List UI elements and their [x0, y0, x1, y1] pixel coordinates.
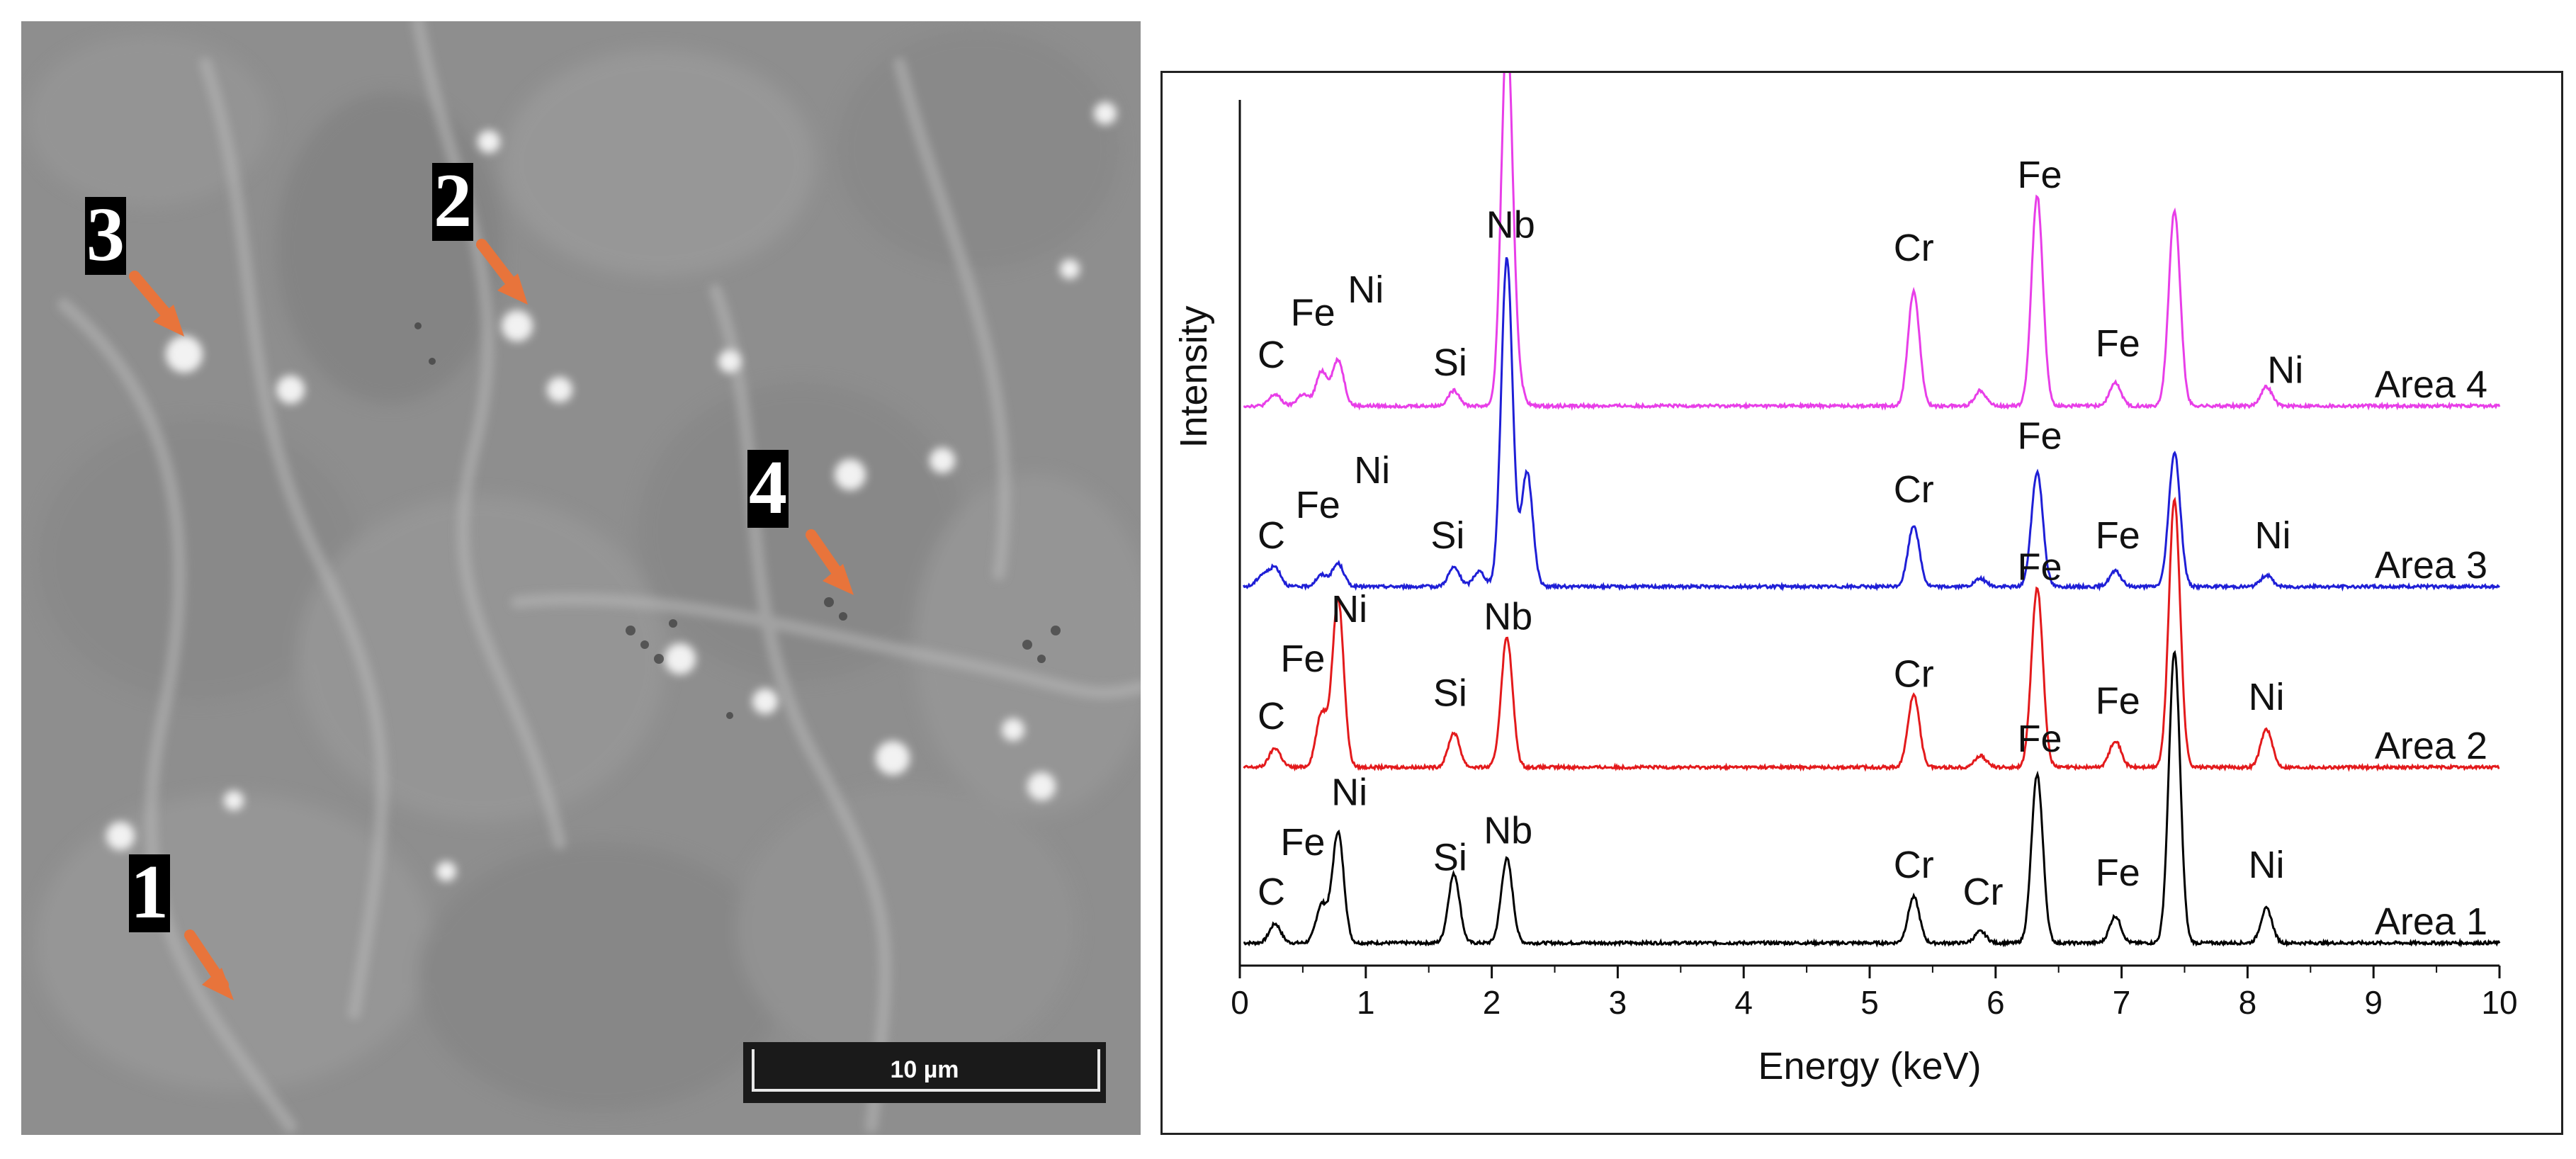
peak-label-si: Si [1433, 672, 1467, 715]
peak-label-cr: Cr [1894, 653, 1934, 696]
peak-label-ni: Ni [2249, 676, 2285, 718]
peak-label-c: C [1258, 695, 1285, 737]
micrograph-texture [21, 21, 1141, 1135]
peak-label-ni: Ni [1331, 771, 1367, 814]
x-axis-title: Energy (keV) [1758, 1045, 1981, 1087]
peak-label-fe: Fe [2018, 154, 2062, 196]
peak-label-c: C [1258, 871, 1285, 913]
marker-4: 4 [747, 446, 789, 530]
sem-micrograph: 3 2 4 1 10 µm [21, 21, 1141, 1135]
peak-label-fe: Fe [1280, 821, 1325, 864]
peak-label-ni: Ni [2249, 844, 2285, 886]
marker-2: 2 [432, 159, 473, 243]
peak-label-si: Si [1430, 514, 1464, 557]
peak-label-fe: Fe [2018, 545, 2062, 588]
arrowhead-4 [823, 564, 854, 595]
arrowhead-2 [497, 273, 528, 305]
spectra-lines [1242, 73, 2501, 948]
marker-1: 1 [129, 850, 170, 934]
peak-label-ni: Ni [1331, 588, 1367, 631]
peak-label-cr: Cr [1963, 871, 2004, 913]
x-tick-label: 10 [2481, 984, 2517, 1021]
x-tick-label: 5 [1860, 984, 1879, 1021]
peak-label-nb: Nb [1484, 810, 1532, 852]
peak-label-fe: Fe [1280, 638, 1325, 680]
scale-bar-box: 10 µm [743, 1042, 1106, 1103]
marker-3: 3 [85, 193, 126, 277]
peak-label-fe: Fe [1296, 484, 1340, 526]
series-line-area-2 [1243, 497, 2500, 772]
series-label-area-1: Area 1 [2375, 900, 2487, 943]
x-tick-label: 7 [2113, 984, 2131, 1021]
peak-label-nb: Nb [1486, 203, 1535, 246]
peak-label-ni: Ni [1348, 268, 1384, 311]
series-label-area-3: Area 3 [2375, 544, 2487, 587]
series-line-area-1 [1243, 650, 2501, 948]
peak-label-fe: Fe [2018, 415, 2062, 458]
peak-label-c: C [1258, 514, 1285, 557]
eds-spectra-panel: 0 1 2 3 4 5 6 7 8 9 10 Area 1 C Fe Ni Si Nb Cr Cr Fe Fe Ni Ar… [1160, 71, 2563, 1135]
arrowhead-3 [153, 305, 184, 337]
x-tick-label: 1 [1357, 984, 1375, 1021]
series-label-area-4: Area 4 [2375, 363, 2487, 406]
peak-label-cr: Cr [1894, 227, 1934, 269]
x-tick-label: 4 [1734, 984, 1753, 1021]
x-tick-label: 2 [1483, 984, 1501, 1021]
peak-label-ni: Ni [2267, 349, 2303, 392]
peak-label-fe: Fe [2018, 718, 2062, 760]
scale-bar [752, 1049, 1100, 1092]
peak-label-fe: Fe [2096, 514, 2140, 557]
peak-label-ni: Ni [2254, 514, 2290, 557]
peak-label-nb: Nb [1484, 596, 1532, 638]
peak-label-fe: Fe [2096, 322, 2140, 365]
x-tick-label: 9 [2364, 984, 2383, 1021]
arrowhead-1 [202, 968, 234, 1000]
axes: 0 1 2 3 4 5 6 7 8 9 10 [1231, 100, 2518, 1021]
y-axis-title: Intensity [1173, 305, 1215, 448]
series-line-area-4 [1243, 73, 2501, 411]
peak-label-si: Si [1433, 836, 1467, 878]
peak-label-fe: Fe [1291, 292, 1335, 334]
peak-label-cr: Cr [1894, 468, 1934, 511]
x-tick-label: 8 [2239, 984, 2257, 1021]
peak-label-fe: Fe [2096, 679, 2140, 722]
peak-label-si: Si [1433, 341, 1467, 384]
peak-label-c: C [1258, 334, 1285, 376]
scale-bar-label: 10 µm [890, 1056, 959, 1083]
series-line-area-3 [1242, 256, 2501, 592]
peak-label-ni: Ni [1354, 449, 1390, 492]
x-tick-label: 6 [1987, 984, 2005, 1021]
series-label-area-2: Area 2 [2375, 725, 2487, 767]
peak-label-cr: Cr [1894, 844, 1934, 886]
peak-label-fe: Fe [2096, 852, 2140, 894]
x-tick-label: 0 [1231, 984, 1249, 1021]
x-tick-label: 3 [1609, 984, 1627, 1021]
